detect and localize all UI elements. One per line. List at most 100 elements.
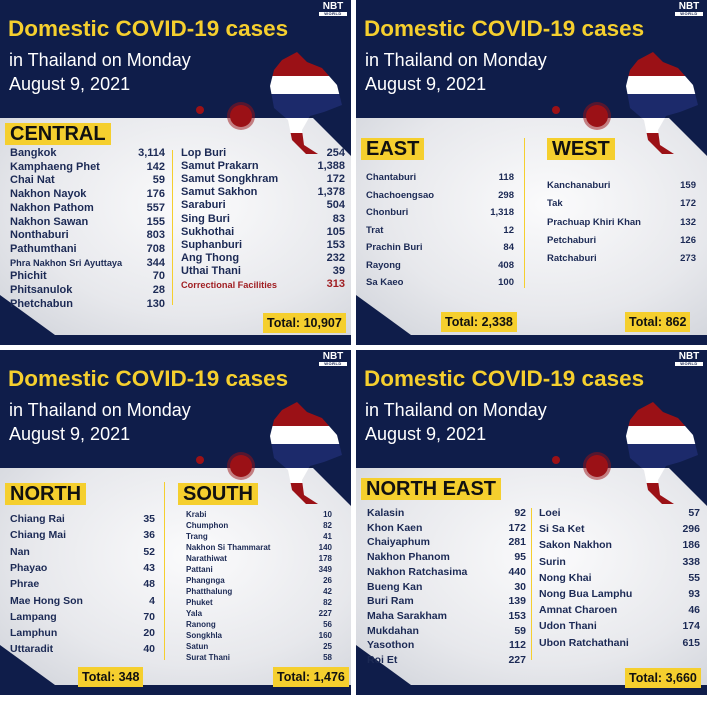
covid-panel-2: Domestic COVID-19 cases in Thailand on Mo…	[356, 0, 707, 345]
panel-title: Domestic COVID-19 cases	[8, 16, 289, 41]
case-count: 557	[146, 201, 165, 214]
case-count: 52	[143, 545, 155, 558]
province-name: Phayao	[10, 561, 48, 574]
case-count: 172	[680, 198, 696, 210]
corner-decoration	[669, 118, 707, 156]
region-total: Total: 862	[625, 312, 691, 332]
province-name: Mae Hong Son	[10, 594, 83, 607]
case-count: 3,114	[138, 147, 165, 159]
province-name: Surat Thani	[186, 653, 231, 662]
case-count: 84	[503, 242, 514, 253]
virus-icon	[552, 456, 560, 464]
case-count: 35	[143, 513, 155, 525]
case-count: 232	[326, 251, 345, 264]
panel-date: August 9, 2021	[365, 74, 487, 94]
corner-decoration	[356, 645, 411, 685]
case-count: 159	[680, 180, 696, 191]
thailand-map-icon	[262, 50, 347, 160]
case-count: 1,388	[317, 160, 345, 173]
case-count: 504	[326, 199, 345, 212]
region-total: Total: 348	[78, 667, 144, 687]
case-count: 95	[514, 551, 526, 564]
thailand-map-icon	[262, 400, 347, 510]
covid-panel-3: Domestic COVID-19 cases in Thailand on Mo…	[0, 350, 351, 695]
panel-subtitle: in Thailand on Monday	[365, 400, 547, 420]
logo-text: NBT	[678, 351, 700, 362]
case-count: 142	[146, 160, 165, 173]
province-name: Krabi	[186, 510, 207, 519]
case-count: 1,378	[317, 186, 345, 199]
province-name: Pathumthani	[10, 242, 77, 255]
province-name: Sa Kaeo	[366, 277, 404, 288]
region-total: Total: 10,907	[263, 313, 346, 333]
province-name: Songkhla	[186, 631, 223, 640]
province-name: Trang	[186, 532, 208, 541]
column-divider	[164, 482, 165, 660]
province-name: Sukhothai	[181, 225, 235, 238]
case-count: 70	[152, 270, 165, 283]
case-count: 48	[143, 578, 155, 591]
region-total: Total: 2,338	[441, 312, 517, 332]
province-name: Nakhon Ratchasima	[367, 565, 468, 578]
province-name: Yala	[186, 609, 203, 618]
province-name: Chiang Rai	[10, 513, 65, 525]
case-count: 26	[323, 576, 332, 585]
panel-subtitle: in Thailand on Monday	[365, 50, 547, 70]
case-count: 708	[146, 242, 165, 255]
province-name: Roi Et	[367, 654, 398, 666]
case-count: 43	[143, 561, 155, 574]
province-name: Surin	[539, 555, 566, 568]
case-count: 296	[682, 523, 700, 536]
province-name: Nakhon Nayok	[10, 188, 87, 201]
case-count: 174	[682, 620, 700, 633]
province-name: Prachuap Khiri Khan	[547, 216, 641, 228]
corner-decoration	[0, 295, 55, 335]
corner-decoration	[0, 645, 55, 685]
case-count: 440	[508, 565, 526, 578]
case-count: 42	[323, 587, 332, 596]
corner-decoration	[313, 118, 351, 156]
case-count: 254	[326, 147, 345, 159]
panel-subtitle: in Thailand on Monday	[9, 50, 191, 70]
province-name: Udon Thani	[539, 620, 597, 633]
region-heading: WEST	[547, 138, 615, 160]
province-name: Phichit	[10, 270, 47, 283]
case-count: 70	[143, 610, 155, 623]
panel-title: Domestic COVID-19 cases	[364, 16, 645, 41]
case-count: 153	[508, 609, 526, 622]
province-name: Lampang	[10, 610, 57, 623]
case-count: 59	[152, 174, 165, 187]
corner-decoration	[669, 468, 707, 506]
logo-text: NBT	[678, 1, 700, 12]
case-count: 273	[680, 253, 696, 265]
thailand-map-icon	[618, 400, 703, 510]
region-heading: NORTH	[5, 483, 87, 505]
province-name: Nakhon Si Thammarat	[186, 543, 271, 552]
province-name: Saraburi	[181, 199, 226, 212]
province-name: Sakon Nakhon	[539, 539, 612, 552]
province-name: Nakhon Sawan	[10, 215, 89, 228]
province-name: Rayong	[366, 259, 401, 271]
region-total: Total: 1,476	[273, 667, 349, 687]
case-count: 12	[503, 224, 514, 236]
case-count: 39	[332, 264, 345, 277]
logo-subtext: WORLD	[675, 362, 703, 366]
region-heading: NORTH EAST	[361, 478, 501, 500]
province-name: Samut Prakarn	[181, 160, 259, 173]
region-heading: EAST	[361, 138, 425, 160]
province-name: Si Sa Ket	[539, 523, 585, 536]
province-name: Ratchaburi	[547, 253, 597, 265]
province-name: Samut Songkhram	[181, 173, 279, 186]
logo-text: NBT	[322, 1, 344, 12]
case-count: 281	[508, 536, 526, 549]
case-count: 105	[326, 225, 345, 238]
province-name: Correctional Facilities	[181, 279, 277, 290]
case-count: 298	[498, 189, 514, 201]
province-name: Bueng Kan	[367, 580, 423, 593]
province-name: Nong Khai	[539, 571, 592, 584]
column-divider	[524, 138, 525, 288]
nbt-world-logo: NBT WORLD	[675, 2, 703, 16]
region-total: Total: 3,660	[625, 668, 701, 688]
corner-decoration	[313, 468, 351, 506]
province-name: Trat	[366, 224, 384, 236]
